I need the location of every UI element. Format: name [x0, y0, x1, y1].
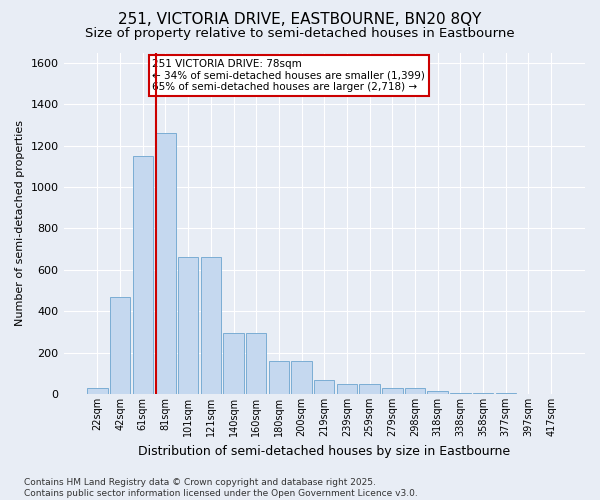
Y-axis label: Number of semi-detached properties: Number of semi-detached properties: [15, 120, 25, 326]
Text: 251, VICTORIA DRIVE, EASTBOURNE, BN20 8QY: 251, VICTORIA DRIVE, EASTBOURNE, BN20 8Q…: [118, 12, 482, 28]
Bar: [450, 393, 470, 394]
Bar: [269, 361, 289, 394]
Bar: [337, 384, 357, 394]
Bar: [314, 380, 334, 394]
Bar: [87, 388, 107, 394]
Bar: [292, 361, 312, 394]
Bar: [246, 333, 266, 394]
Bar: [405, 388, 425, 394]
X-axis label: Distribution of semi-detached houses by size in Eastbourne: Distribution of semi-detached houses by …: [138, 444, 511, 458]
Text: Size of property relative to semi-detached houses in Eastbourne: Size of property relative to semi-detach…: [85, 28, 515, 40]
Bar: [427, 391, 448, 394]
Bar: [473, 393, 493, 394]
Text: Contains HM Land Registry data © Crown copyright and database right 2025.
Contai: Contains HM Land Registry data © Crown c…: [24, 478, 418, 498]
Bar: [200, 258, 221, 394]
Text: 251 VICTORIA DRIVE: 78sqm
← 34% of semi-detached houses are smaller (1,399)
65% : 251 VICTORIA DRIVE: 78sqm ← 34% of semi-…: [152, 58, 425, 92]
Bar: [382, 388, 403, 394]
Bar: [133, 156, 153, 394]
Bar: [223, 333, 244, 394]
Bar: [359, 384, 380, 394]
Bar: [155, 133, 176, 394]
Bar: [178, 258, 199, 394]
Bar: [110, 296, 130, 394]
